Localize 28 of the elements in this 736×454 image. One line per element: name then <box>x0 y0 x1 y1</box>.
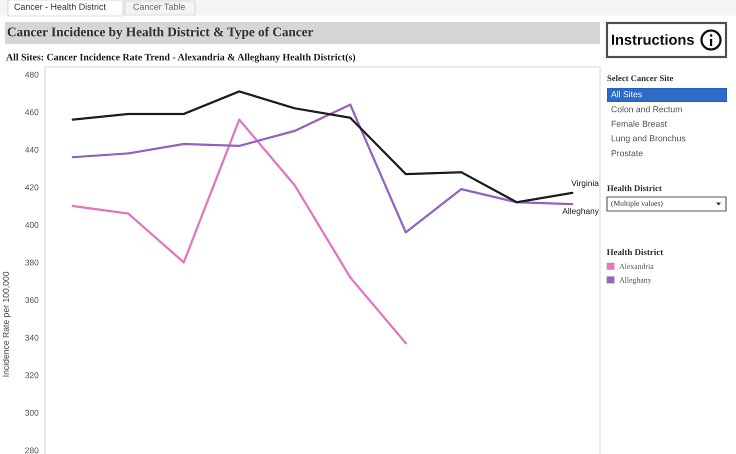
annotation: Virginia <box>571 180 599 188</box>
y-tick-label: 420 <box>25 184 38 190</box>
y-tick-label: 320 <box>25 372 38 378</box>
text: Select Cancer Site <box>607 75 674 82</box>
y-tick-label: 460 <box>25 109 38 116</box>
chart-title: Cancer Incidence by Health District & Type of Cancer <box>8 26 314 40</box>
text: Cancer Table <box>133 3 185 10</box>
annotation: Alleghany <box>562 208 599 216</box>
y-tick-label: 440 <box>25 146 38 153</box>
y-tick-label: 480 <box>25 72 38 78</box>
text: Cancer - Health District <box>14 3 106 10</box>
y-tick-label: 400 <box>25 222 38 228</box>
y-axis-title: Incidence Rate per 100,000 <box>2 272 11 376</box>
y-tick-label: 360 <box>25 297 38 304</box>
text: Colon and Rectum <box>611 106 682 112</box>
line-series <box>72 118 407 344</box>
legend-title: Health District <box>606 248 664 256</box>
y-tick-label: 280 <box>25 447 38 454</box>
text: Instructions <box>612 34 694 45</box>
y-tick-label: 300 <box>25 410 38 416</box>
text: Health District <box>607 185 662 192</box>
text: Prostate <box>612 150 643 156</box>
text: Lung and Bronchus <box>612 134 686 144</box>
chart-subtitle: All Sites: Cancer Incidence Rate Trend - Alexandria & Alleghany Health District(s) <box>6 53 356 63</box>
text: Female Breast <box>612 120 667 127</box>
text: All Sites <box>611 90 642 98</box>
y-tick-label: 340 <box>25 334 38 341</box>
y-tick-label: 380 <box>25 260 38 266</box>
